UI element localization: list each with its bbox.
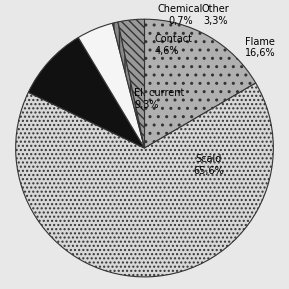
Wedge shape [112,22,144,148]
Wedge shape [144,19,256,148]
Wedge shape [28,38,144,148]
Text: El. current
9,3%: El. current 9,3% [134,88,185,110]
Text: Chemical
0,7%: Chemical 0,7% [158,4,203,26]
Text: Scald
65,6%: Scald 65,6% [194,154,224,176]
Wedge shape [78,23,144,148]
Wedge shape [118,19,144,148]
Wedge shape [16,83,273,277]
Text: Flame
16,6%: Flame 16,6% [245,37,276,58]
Text: Other
3,3%: Other 3,3% [201,4,229,26]
Text: Contact
4,6%: Contact 4,6% [155,34,193,56]
